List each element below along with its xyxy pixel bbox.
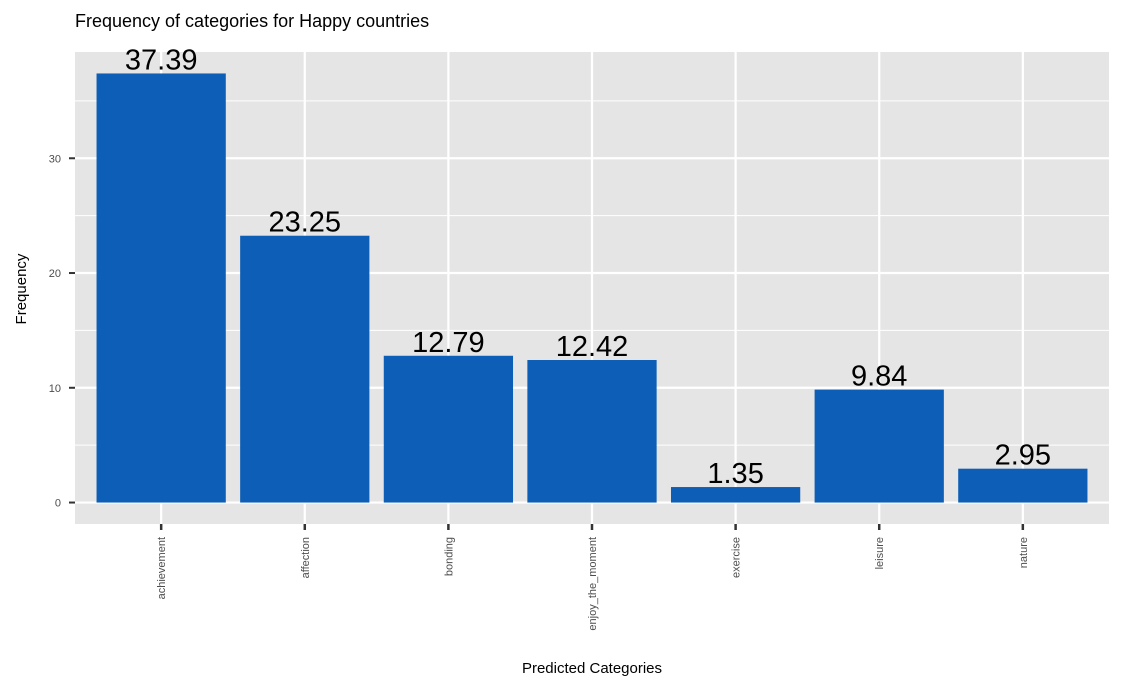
x-tick-label: enjoy_the_moment <box>587 537 599 631</box>
bar-bonding <box>383 355 514 503</box>
bar-affection <box>240 235 370 503</box>
data-label: 12.79 <box>412 327 485 359</box>
y-tick-label: 30 <box>49 153 61 165</box>
data-label: 23.25 <box>268 207 341 239</box>
x-tick-label: bonding <box>443 537 455 576</box>
y-axis-title: Frequency <box>13 253 30 324</box>
chart-title: Frequency of categories for Happy countr… <box>75 11 430 31</box>
bar-nature <box>958 468 1088 503</box>
data-label: 1.35 <box>707 458 763 490</box>
bar-leisure <box>814 389 944 503</box>
x-axis-title: Predicted Categories <box>522 660 662 677</box>
y-axis: 0 10 20 30 <box>49 153 75 510</box>
x-tick-label: achievement <box>156 537 168 599</box>
y-tick-label: 0 <box>55 498 61 510</box>
x-tick-label: leisure <box>874 537 886 569</box>
bar-achievement <box>96 73 226 503</box>
bars <box>96 73 1088 503</box>
y-tick-label: 20 <box>49 268 61 280</box>
data-label: 37.39 <box>125 44 198 76</box>
y-tick-label: 10 <box>49 383 61 395</box>
data-labels: 37.39 23.25 12.79 12.42 1.35 9.84 2.95 <box>125 44 1051 490</box>
x-tick-label: affection <box>300 537 312 578</box>
data-label: 12.42 <box>556 331 629 363</box>
bar-exercise <box>670 487 801 503</box>
bar-enjoy_the_moment <box>527 360 657 503</box>
x-tick-label: exercise <box>731 537 743 578</box>
data-label: 9.84 <box>851 361 907 393</box>
data-label: 2.95 <box>995 440 1051 472</box>
x-axis: achievement affection bonding enjoy_the_mom… <box>156 524 1030 631</box>
x-tick-label: nature <box>1018 537 1030 568</box>
